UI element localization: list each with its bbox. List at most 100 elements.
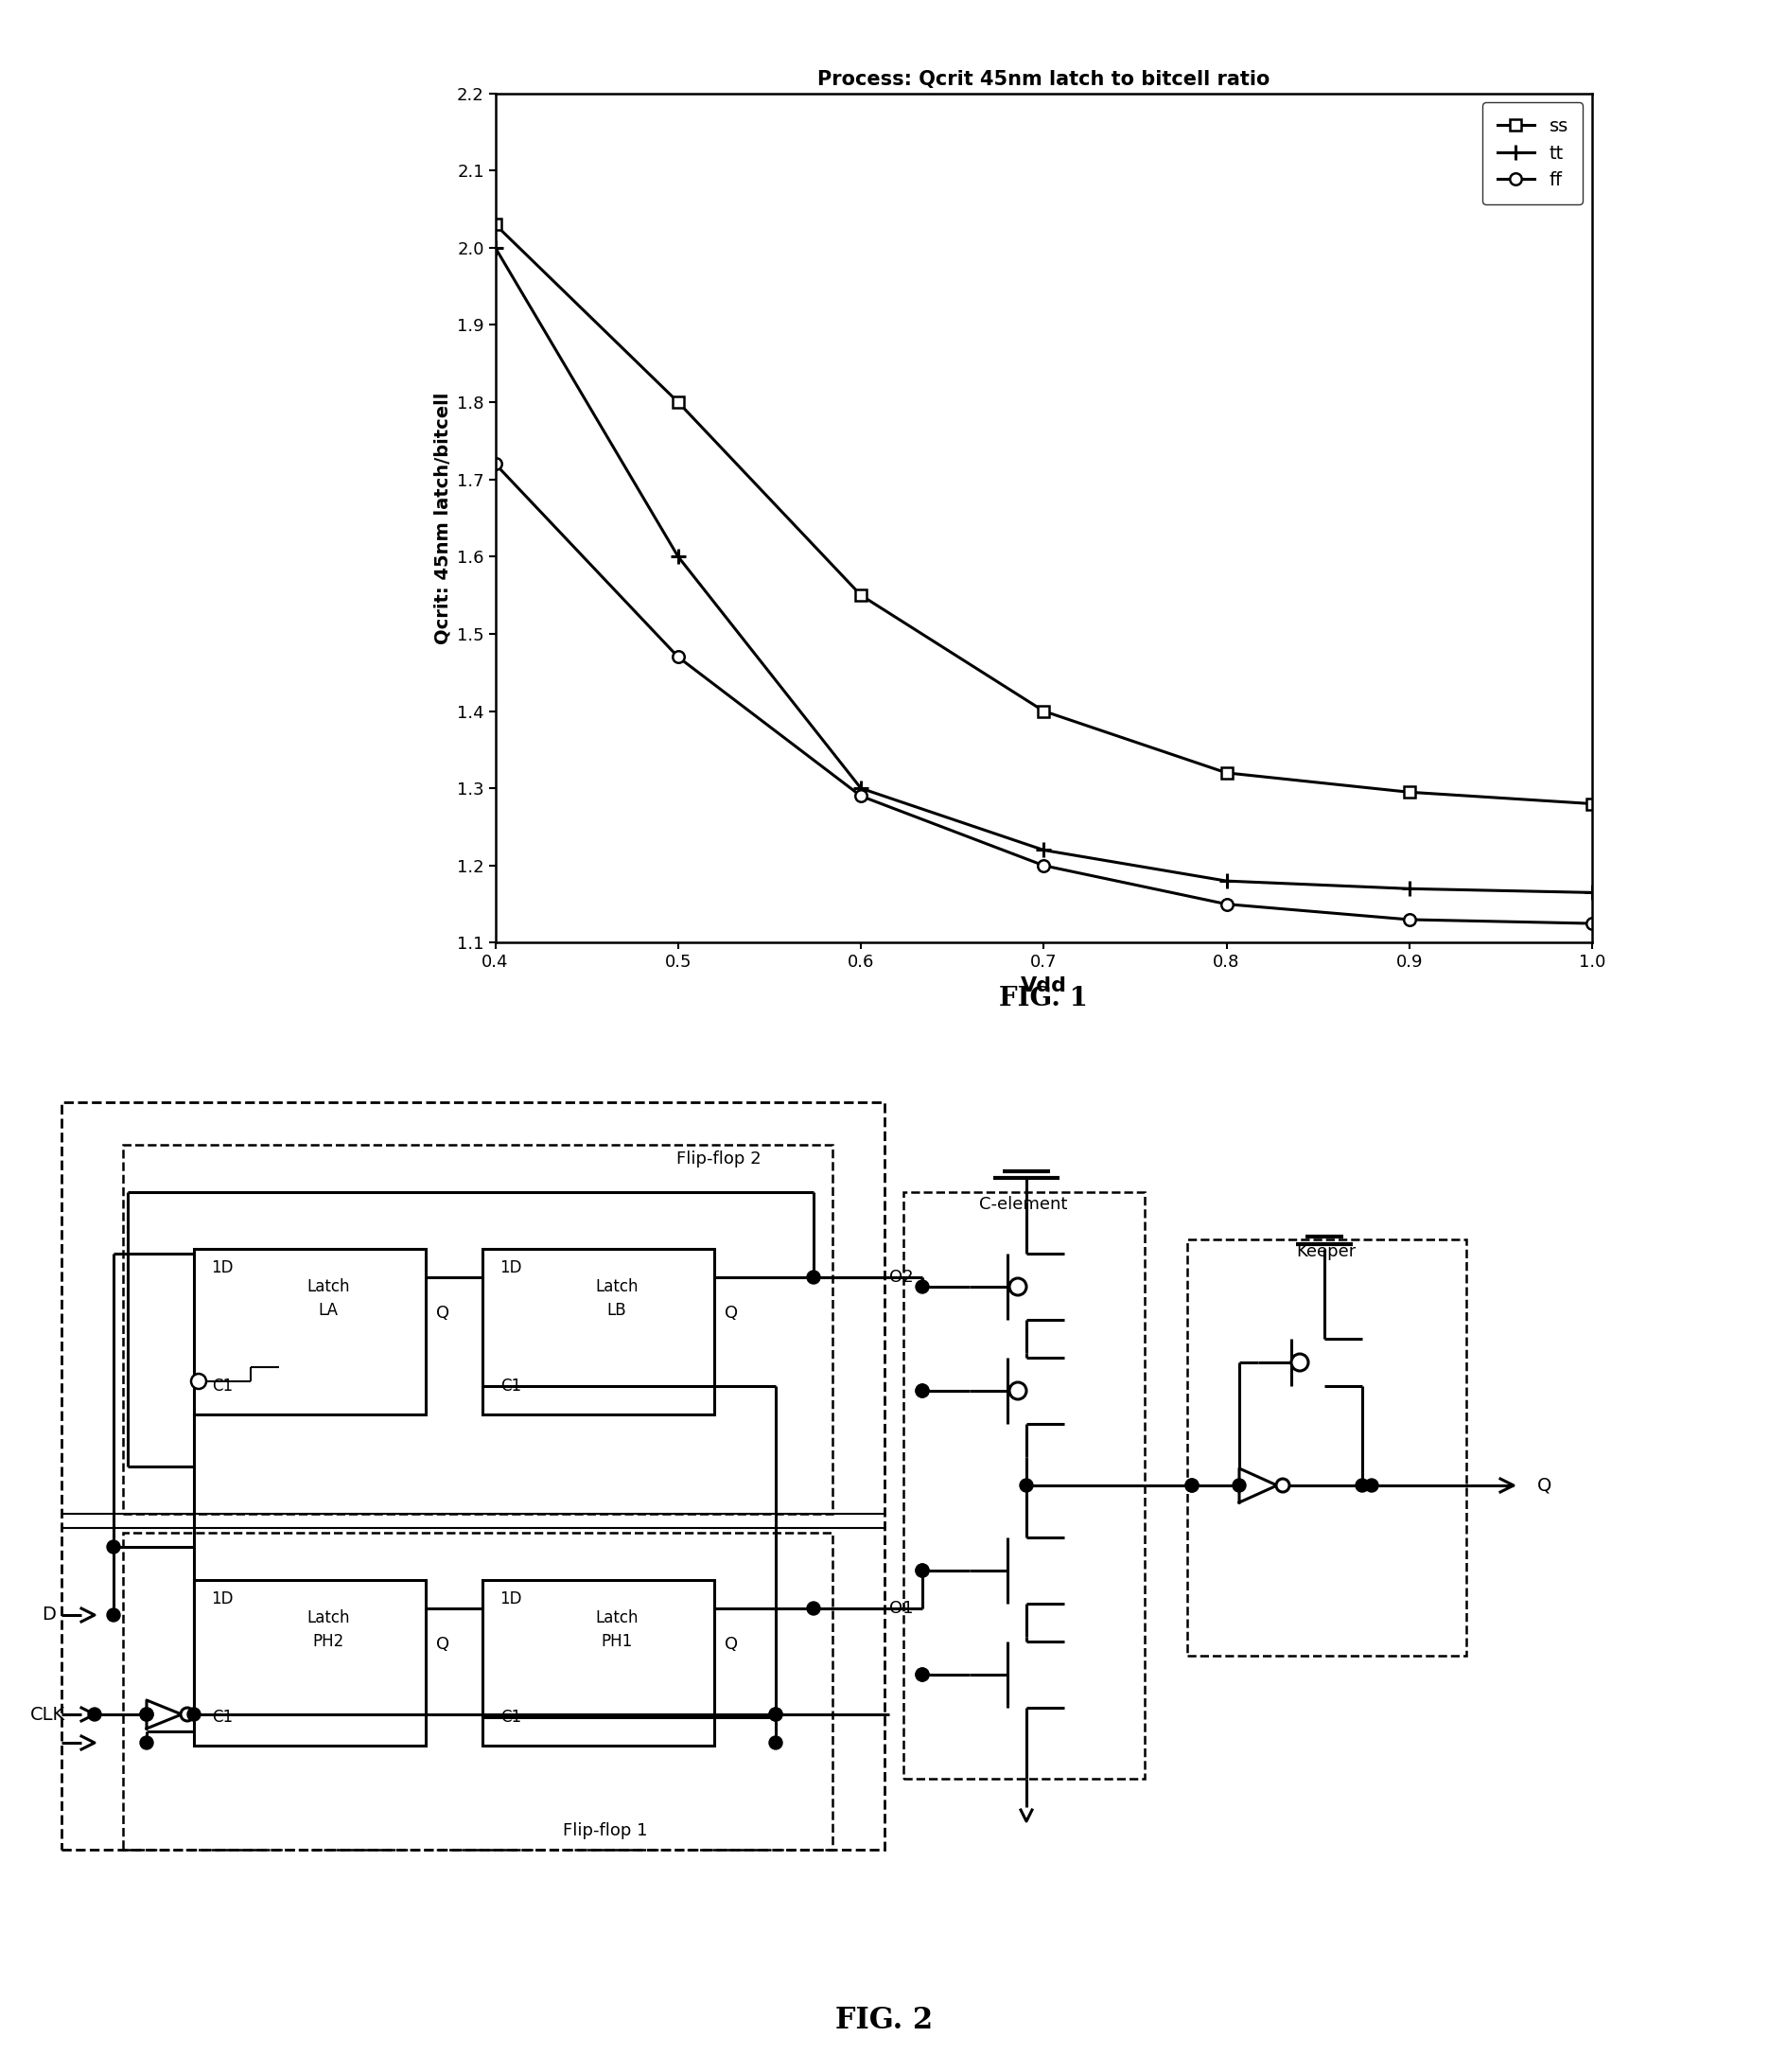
Bar	[904, 1191, 1145, 1778]
Circle shape	[916, 1668, 929, 1680]
Text: Flip-flop 1: Flip-flop 1	[563, 1821, 647, 1840]
Text: Latch: Latch	[594, 1278, 639, 1295]
Text: D: D	[42, 1606, 57, 1624]
ss	[851, 582, 872, 607]
tt	[1033, 837, 1054, 862]
Text: C1: C1	[501, 1378, 522, 1394]
Text: FIG. 2: FIG. 2	[835, 2006, 934, 2035]
Circle shape	[770, 1707, 782, 1722]
Text: Q: Q	[1537, 1477, 1551, 1494]
ss	[1033, 698, 1054, 723]
Text: 1D: 1D	[499, 1260, 522, 1276]
Text: Q: Q	[435, 1305, 449, 1322]
Text: PH1: PH1	[601, 1633, 633, 1649]
Circle shape	[88, 1707, 101, 1722]
Text: C1: C1	[212, 1378, 234, 1394]
Text: Flip-flop 2: Flip-flop 2	[676, 1150, 761, 1167]
Circle shape	[106, 1608, 120, 1622]
Text: C1: C1	[501, 1709, 522, 1726]
Circle shape	[1010, 1382, 1026, 1399]
Circle shape	[807, 1270, 821, 1285]
ss	[1399, 779, 1421, 804]
ss	[1215, 760, 1237, 785]
Bar	[62, 1102, 884, 1850]
Circle shape	[807, 1602, 821, 1614]
Circle shape	[191, 1374, 207, 1388]
Text: C1: C1	[212, 1709, 234, 1726]
Bar	[124, 1533, 833, 1850]
Title: Process: Qcrit 45nm latch to bitcell ratio: Process: Qcrit 45nm latch to bitcell rat…	[817, 70, 1270, 89]
Circle shape	[1185, 1479, 1199, 1492]
Text: Q: Q	[435, 1635, 449, 1653]
Circle shape	[1275, 1479, 1290, 1492]
Circle shape	[180, 1707, 195, 1722]
Text: 1D: 1D	[211, 1260, 234, 1276]
Text: LB: LB	[607, 1301, 626, 1320]
Circle shape	[1355, 1479, 1369, 1492]
Text: O2: O2	[890, 1268, 913, 1287]
ff	[1399, 908, 1421, 932]
ss	[485, 211, 506, 236]
Text: Latch: Latch	[306, 1278, 350, 1295]
Bar	[195, 1581, 426, 1745]
Text: 1D: 1D	[499, 1591, 522, 1608]
Text: PH2: PH2	[313, 1633, 343, 1649]
Bar	[483, 1581, 715, 1745]
Bar	[483, 1249, 715, 1415]
tt	[1399, 876, 1421, 901]
ss	[1581, 792, 1603, 816]
ff	[851, 783, 872, 808]
Line: ff: ff	[490, 458, 1597, 930]
Legend: ss, tt, ff: ss, tt, ff	[1482, 102, 1583, 205]
Text: CLK: CLK	[30, 1705, 65, 1724]
Circle shape	[140, 1707, 154, 1722]
ff	[1581, 912, 1603, 937]
Circle shape	[916, 1384, 929, 1397]
Circle shape	[1019, 1479, 1033, 1492]
tt	[667, 545, 688, 570]
Line: tt: tt	[488, 240, 1599, 901]
Text: Latch: Latch	[594, 1610, 639, 1627]
Circle shape	[1366, 1479, 1378, 1492]
Text: FIG. 1: FIG. 1	[999, 986, 1088, 1011]
Circle shape	[770, 1736, 782, 1749]
ff	[1215, 891, 1237, 916]
tt	[851, 775, 872, 800]
Polygon shape	[1240, 1469, 1277, 1502]
Text: Latch: Latch	[306, 1610, 350, 1627]
ss	[667, 390, 688, 414]
ff	[1033, 854, 1054, 879]
Bar	[124, 1146, 833, 1515]
Y-axis label: Qcrit: 45nm latch/bitcell: Qcrit: 45nm latch/bitcell	[433, 392, 451, 644]
ff	[485, 452, 506, 477]
Bar	[1187, 1239, 1467, 1656]
Circle shape	[916, 1564, 929, 1577]
Text: Q: Q	[725, 1635, 738, 1653]
Circle shape	[140, 1707, 154, 1722]
Circle shape	[1185, 1479, 1199, 1492]
Circle shape	[140, 1736, 154, 1749]
Circle shape	[1291, 1353, 1309, 1372]
Circle shape	[188, 1707, 200, 1722]
tt	[1215, 868, 1237, 893]
Text: 1D: 1D	[211, 1591, 234, 1608]
Circle shape	[106, 1539, 120, 1554]
Circle shape	[916, 1668, 929, 1680]
Polygon shape	[147, 1701, 182, 1728]
Circle shape	[916, 1384, 929, 1397]
Circle shape	[916, 1564, 929, 1577]
ff	[667, 644, 688, 669]
X-axis label: Vdd: Vdd	[1021, 976, 1067, 995]
tt	[485, 236, 506, 261]
Line: ss: ss	[490, 220, 1597, 810]
Text: O1: O1	[890, 1600, 913, 1616]
Text: Q: Q	[725, 1305, 738, 1322]
Circle shape	[1010, 1278, 1026, 1295]
Circle shape	[916, 1280, 929, 1293]
Text: C-element: C-element	[980, 1196, 1068, 1212]
Circle shape	[1233, 1479, 1245, 1492]
Text: Keeper: Keeper	[1297, 1243, 1357, 1260]
Text: LA: LA	[318, 1301, 338, 1320]
tt	[1581, 881, 1603, 905]
Bar	[195, 1249, 426, 1415]
